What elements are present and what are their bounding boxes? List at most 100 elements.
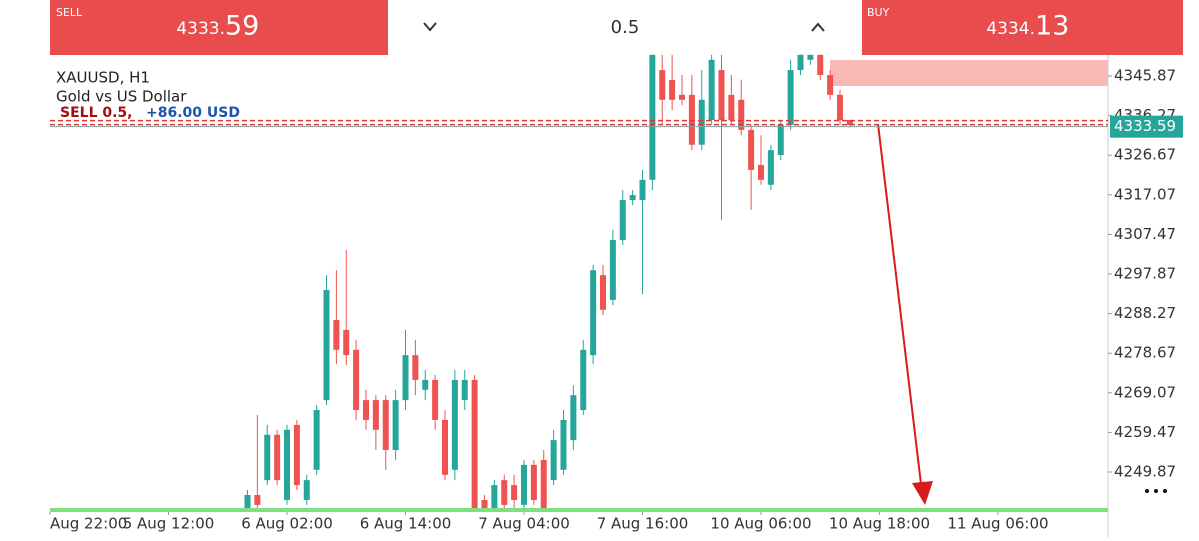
candle-body	[550, 440, 557, 481]
candle-body	[313, 410, 320, 470]
y-tick-label: 4307.47	[1114, 225, 1176, 243]
candle-body	[767, 150, 774, 185]
candle-body	[481, 499, 488, 510]
sell-label: SELL	[56, 6, 83, 19]
candle-body	[412, 355, 419, 380]
sell-price-main: 4333.	[176, 19, 225, 39]
candle-body	[303, 480, 310, 500]
buy-price-fraction: 13	[1035, 11, 1069, 42]
x-tick-label: Aug 22:00	[50, 515, 127, 533]
y-tick-label: 4249.87	[1114, 463, 1176, 481]
x-tick-label: 5 Aug 12:00	[123, 515, 215, 533]
volume-decrease[interactable]	[423, 22, 437, 32]
y-tick-label: 4345.87	[1114, 66, 1176, 84]
candle-body	[372, 400, 379, 430]
zone	[830, 60, 1108, 86]
candle-body	[599, 275, 606, 310]
x-tick-label: 6 Aug 14:00	[360, 515, 452, 533]
candle-body	[441, 419, 448, 475]
candle-body	[678, 94, 685, 100]
candle-body	[382, 400, 389, 451]
candle-body	[520, 464, 527, 505]
arrow-head	[912, 481, 933, 505]
candle-body	[817, 54, 824, 76]
candle-body	[787, 70, 794, 125]
sell-price-fraction: 59	[225, 11, 259, 42]
candle-body	[461, 379, 468, 401]
candle-body	[718, 70, 725, 121]
candle-body	[451, 379, 458, 470]
candle-body	[264, 434, 271, 481]
symbol: XAUUSD, H1	[56, 69, 150, 87]
candle-body	[540, 459, 547, 510]
y-tick-label: 4269.07	[1114, 383, 1176, 401]
candle-body	[580, 349, 587, 411]
sell-button[interactable]	[50, 0, 388, 55]
buy-price-main: 4334.	[986, 19, 1035, 39]
candle-body	[293, 424, 300, 486]
price-box-label: 4333.59	[1114, 117, 1176, 135]
candle-body	[708, 59, 715, 121]
candle-body	[827, 75, 834, 95]
x-tick-label: 7 Aug 16:00	[597, 515, 689, 533]
y-tick-label: 4288.27	[1114, 304, 1176, 322]
candle-body	[590, 270, 597, 356]
candle-body	[274, 434, 281, 481]
candle-body	[343, 329, 350, 356]
volume-panel	[388, 0, 862, 55]
y-tick-label: 4259.47	[1114, 423, 1176, 441]
description: Gold vs US Dollar	[56, 88, 187, 106]
profit-label: +86.00 USD	[146, 105, 240, 121]
candle-body	[698, 99, 705, 145]
plot	[244, 54, 853, 510]
x-tick-label: 11 Aug 06:00	[947, 515, 1048, 533]
candle-body	[649, 54, 656, 180]
menu-dot[interactable]	[1163, 489, 1167, 493]
candle-body	[333, 320, 340, 350]
volume[interactable]: 0.5	[611, 17, 640, 38]
volume-increase[interactable]	[811, 22, 825, 32]
candle-body	[669, 79, 676, 100]
y-tick-label: 4278.67	[1114, 344, 1176, 362]
candle-body	[639, 179, 646, 201]
candle-body	[501, 480, 508, 505]
menu-dot[interactable]	[1154, 489, 1158, 493]
candle-body	[402, 355, 409, 401]
candle-body	[619, 200, 626, 241]
candle-body	[570, 395, 577, 441]
candle-body	[846, 120, 853, 125]
menu-dot[interactable]	[1145, 489, 1149, 493]
candle-body	[254, 494, 261, 505]
candle-body	[511, 485, 518, 500]
candle-body	[362, 400, 369, 420]
x-tick-label: 10 Aug 06:00	[710, 515, 811, 533]
position-label: SELL 0.5,	[60, 105, 132, 121]
candle-body	[244, 494, 251, 510]
candle-body	[807, 54, 814, 60]
candle-body	[777, 124, 784, 156]
candle-body	[491, 485, 498, 510]
candle-body	[560, 419, 567, 470]
candle-body	[659, 70, 666, 100]
candle-body	[471, 379, 478, 510]
candle-body	[609, 240, 616, 300]
buy-button[interactable]	[862, 0, 1183, 55]
candle-body	[353, 349, 360, 411]
buy-label: BUY	[867, 6, 890, 19]
y-tick-label: 4297.87	[1114, 265, 1176, 283]
candle-body	[797, 54, 804, 71]
candle-body	[688, 94, 695, 145]
candle-body	[283, 429, 290, 500]
price-box	[1110, 115, 1183, 138]
candle-body	[323, 289, 330, 401]
x-tick-label: 10 Aug 18:00	[829, 515, 930, 533]
y-tick-label: 4317.07	[1114, 185, 1176, 203]
candle-body	[836, 94, 843, 121]
candle-body	[757, 164, 764, 180]
x-tick-label: 7 Aug 04:00	[478, 515, 570, 533]
candle-body	[432, 379, 439, 420]
candle-body	[392, 400, 399, 451]
x-tick-label: 6 Aug 02:00	[241, 515, 333, 533]
